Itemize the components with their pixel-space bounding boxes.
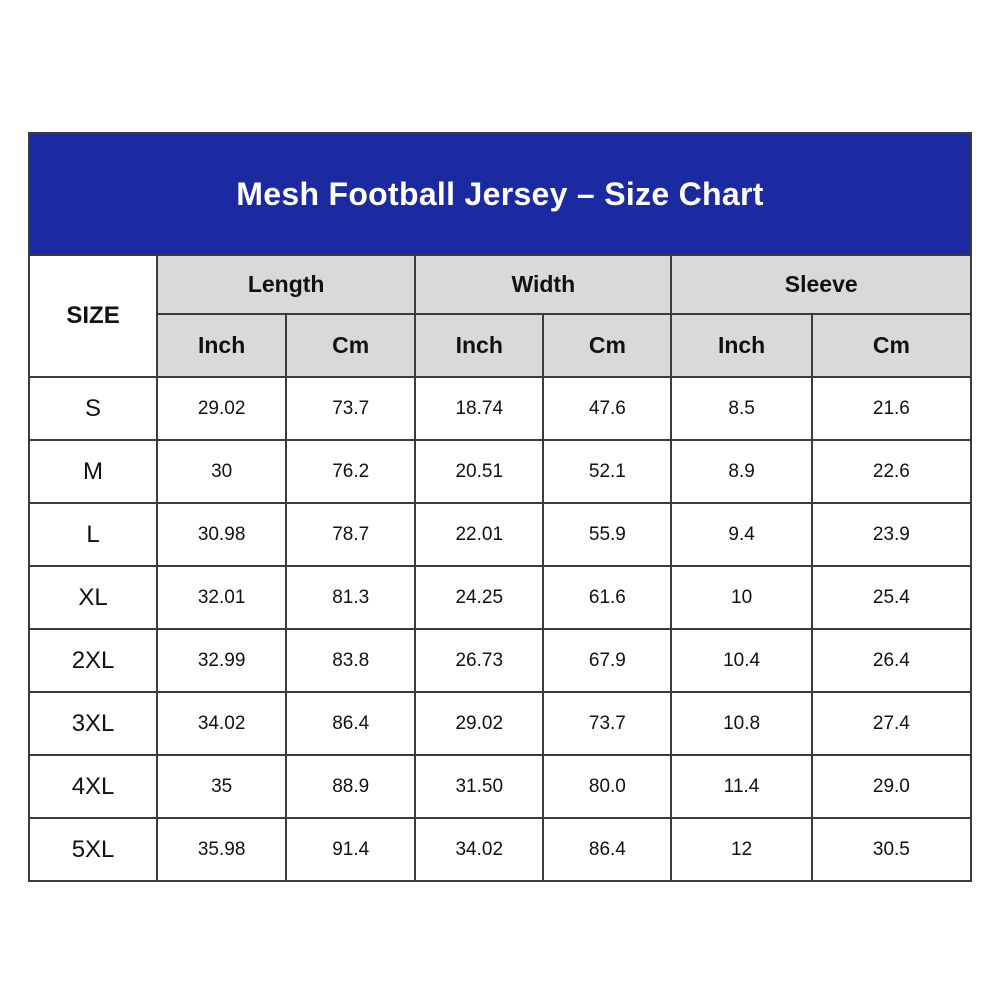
- data-cell: 52.1: [542, 439, 673, 504]
- size-label: 3XL: [27, 691, 159, 756]
- size-label: L: [27, 502, 159, 567]
- chart-title: Mesh Football Jersey – Size Chart: [28, 132, 972, 256]
- table-row: 4XL 35 88.9 31.50 80.0 11.4 29.0: [27, 754, 973, 819]
- size-label: S: [27, 376, 159, 441]
- data-cell: 73.7: [542, 691, 673, 756]
- data-cell: 91.4: [285, 817, 417, 882]
- width-cm-header: Cm: [542, 313, 673, 378]
- data-cell: 61.6: [542, 565, 673, 630]
- title-banner: Mesh Football Jersey – Size Chart: [28, 132, 972, 256]
- data-cell: 26.73: [414, 628, 545, 693]
- width-inch-header: Inch: [414, 313, 545, 378]
- data-cell: 10.4: [670, 628, 813, 693]
- sleeve-group-header: Sleeve: [670, 254, 972, 315]
- data-cell: 26.4: [810, 628, 973, 693]
- table-row: 3XL 34.02 86.4 29.02 73.7 10.8 27.4: [27, 691, 973, 756]
- table-row: XL 32.01 81.3 24.25 61.6 10 25.4: [27, 565, 973, 630]
- data-cell: 8.5: [670, 376, 813, 441]
- table-row: 2XL 32.99 83.8 26.73 67.9 10.4 26.4: [27, 628, 973, 693]
- length-inch-header: Inch: [156, 313, 288, 378]
- length-group-header: Length: [156, 254, 417, 315]
- data-cell: 34.02: [414, 817, 545, 882]
- data-cell: 10.8: [670, 691, 813, 756]
- data-cell: 22.6: [810, 439, 973, 504]
- data-cell: 32.01: [156, 565, 288, 630]
- sleeve-inch-header: Inch: [670, 313, 813, 378]
- data-cell: 76.2: [285, 439, 417, 504]
- table-row: M 30 76.2 20.51 52.1 8.9 22.6: [27, 439, 973, 504]
- data-cell: 78.7: [285, 502, 417, 567]
- table-row: L 30.98 78.7 22.01 55.9 9.4 23.9: [27, 502, 973, 567]
- width-group-header: Width: [414, 254, 673, 315]
- data-cell: 55.9: [542, 502, 673, 567]
- data-cell: 35.98: [156, 817, 288, 882]
- data-cell: 8.9: [670, 439, 813, 504]
- unit-header-row: Inch Cm Inch Cm Inch Cm: [29, 313, 973, 378]
- data-cell: 80.0: [542, 754, 673, 819]
- data-cell: 25.4: [810, 565, 973, 630]
- data-cell: 30.98: [156, 502, 288, 567]
- data-cell: 86.4: [285, 691, 417, 756]
- data-cell: 22.01: [414, 502, 545, 567]
- data-cell: 12: [670, 817, 813, 882]
- size-label: 5XL: [27, 817, 159, 882]
- data-cell: 30: [156, 439, 288, 504]
- data-cell: 73.7: [285, 376, 417, 441]
- column-group-header-row: SIZE Length Width Sleeve: [27, 254, 972, 378]
- table-row: S 29.02 73.7 18.74 47.6 8.5 21.6: [27, 376, 973, 441]
- data-cell: 29.0: [810, 754, 973, 819]
- data-cell: 81.3: [285, 565, 417, 630]
- data-cell: 9.4: [670, 502, 813, 567]
- size-chart: Mesh Football Jersey – Size Chart SIZE L…: [27, 132, 973, 882]
- table-row: 5XL 35.98 91.4 34.02 86.4 12 30.5: [27, 817, 973, 882]
- size-chart-table: Mesh Football Jersey – Size Chart SIZE L…: [27, 132, 973, 882]
- size-label: M: [27, 439, 159, 504]
- data-cell: 35: [156, 754, 288, 819]
- data-cell: 23.9: [810, 502, 973, 567]
- data-cell: 32.99: [156, 628, 288, 693]
- data-cell: 86.4: [542, 817, 673, 882]
- data-cell: 83.8: [285, 628, 417, 693]
- data-cell: 88.9: [285, 754, 417, 819]
- size-label: XL: [27, 565, 159, 630]
- data-cell: 27.4: [810, 691, 973, 756]
- data-cell: 20.51: [414, 439, 545, 504]
- sleeve-cm-header: Cm: [810, 313, 973, 378]
- data-cell: 31.50: [414, 754, 545, 819]
- data-cell: 34.02: [156, 691, 288, 756]
- data-cell: 10: [670, 565, 813, 630]
- data-cell: 18.74: [414, 376, 545, 441]
- size-label: 4XL: [27, 754, 159, 819]
- data-cell: 11.4: [670, 754, 813, 819]
- length-cm-header: Cm: [285, 313, 417, 378]
- data-cell: 24.25: [414, 565, 545, 630]
- data-cell: 29.02: [414, 691, 545, 756]
- data-cell: 21.6: [810, 376, 973, 441]
- data-cell: 29.02: [156, 376, 288, 441]
- data-cell: 30.5: [810, 817, 973, 882]
- size-label: 2XL: [27, 628, 159, 693]
- data-cell: 47.6: [542, 376, 673, 441]
- data-cell: 67.9: [542, 628, 673, 693]
- size-column-header: SIZE: [27, 254, 159, 378]
